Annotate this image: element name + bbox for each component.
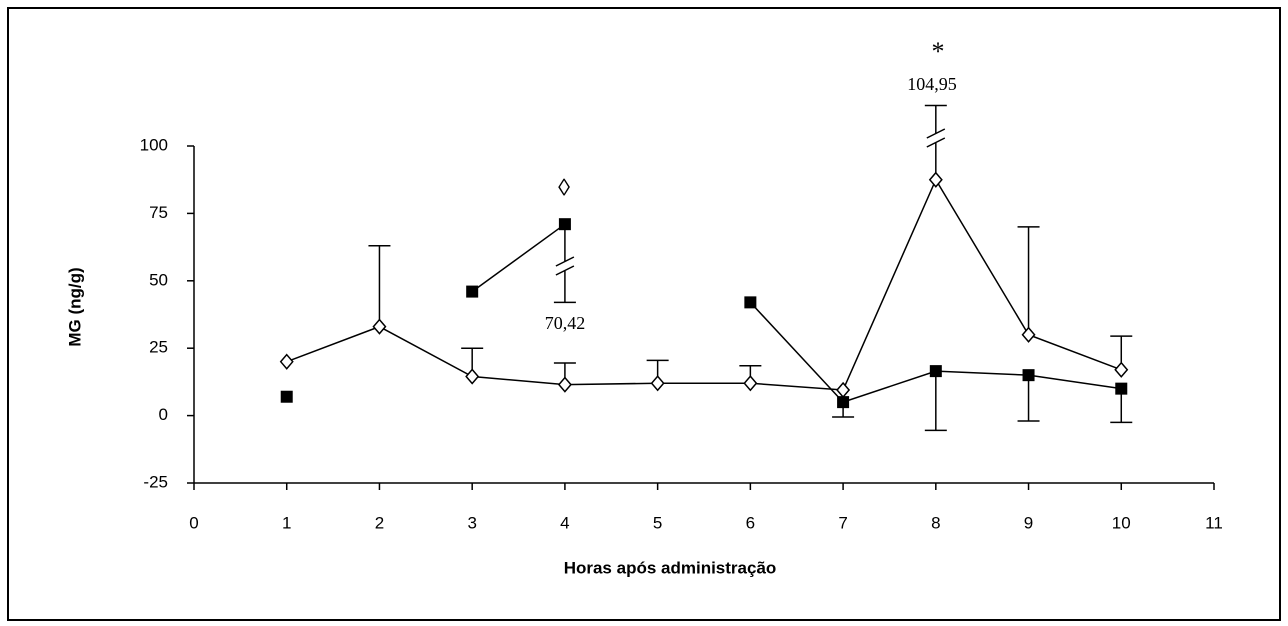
marker-square bbox=[837, 396, 850, 409]
x-axis-label: Horas após administração bbox=[564, 558, 777, 577]
x-tick-label: 0 bbox=[189, 513, 198, 532]
marker-diamond bbox=[465, 368, 480, 385]
marker-diamond bbox=[650, 375, 665, 392]
break-gap bbox=[931, 133, 940, 143]
marker-square bbox=[929, 365, 942, 378]
marker-square bbox=[466, 285, 479, 298]
x-tick-label: 7 bbox=[838, 513, 847, 532]
marker-diamond bbox=[743, 375, 758, 392]
y-tick-label: 75 bbox=[149, 203, 168, 222]
x-tick-label: 8 bbox=[931, 513, 940, 532]
y-tick-label: -25 bbox=[143, 472, 168, 491]
marker-diamond bbox=[1114, 361, 1129, 378]
annotation: 70,42 bbox=[545, 313, 586, 333]
y-tick-label: 25 bbox=[149, 338, 168, 357]
marker-diamond bbox=[928, 171, 943, 188]
x-tick-label: 5 bbox=[653, 513, 662, 532]
annotation: ◊ bbox=[558, 176, 570, 202]
frame bbox=[7, 7, 1281, 621]
x-tick-label: 2 bbox=[375, 513, 384, 532]
x-tick-label: 10 bbox=[1112, 513, 1131, 532]
annotation: * bbox=[932, 37, 945, 66]
series-line bbox=[471, 223, 566, 293]
y-axis-label: MG (ng/g) bbox=[65, 267, 84, 346]
break-mark bbox=[926, 137, 946, 148]
marker-diamond bbox=[372, 318, 387, 335]
x-tick-label: 6 bbox=[746, 513, 755, 532]
y-tick-label: 100 bbox=[140, 135, 168, 154]
x-tick-label: 11 bbox=[1205, 513, 1223, 532]
break-mark bbox=[555, 265, 575, 276]
marker-diamond bbox=[557, 376, 572, 393]
annotation: 104,95 bbox=[907, 74, 957, 94]
x-tick-label: 1 bbox=[282, 513, 291, 532]
break-mark bbox=[555, 256, 575, 267]
x-tick-label: 4 bbox=[560, 513, 569, 532]
series-line bbox=[286, 178, 1122, 391]
marker-square bbox=[280, 390, 293, 403]
marker-square bbox=[1115, 382, 1128, 395]
marker-diamond bbox=[1021, 326, 1036, 343]
marker-square bbox=[1022, 369, 1035, 382]
marker-square bbox=[558, 218, 571, 231]
marker-diamond bbox=[279, 353, 294, 370]
x-tick-label: 3 bbox=[467, 513, 476, 532]
break-mark bbox=[926, 128, 946, 139]
marker-square bbox=[744, 296, 757, 309]
marker-diamond bbox=[836, 381, 851, 399]
break-gap bbox=[560, 261, 569, 271]
y-tick-label: 0 bbox=[159, 405, 168, 424]
y-tick-label: 50 bbox=[149, 270, 168, 289]
x-tick-label: 9 bbox=[1024, 513, 1033, 532]
